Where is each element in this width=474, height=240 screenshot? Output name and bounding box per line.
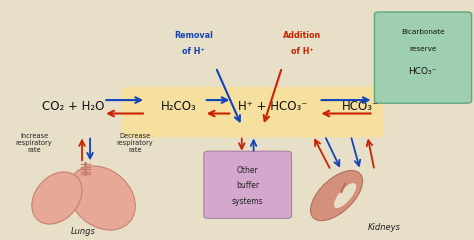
- Text: Lungs: Lungs: [71, 227, 95, 236]
- Text: H⁺ + HCO₃⁻: H⁺ + HCO₃⁻: [238, 100, 307, 113]
- Text: buffer: buffer: [236, 181, 259, 191]
- Ellipse shape: [334, 183, 356, 208]
- Text: reserve: reserve: [409, 46, 437, 52]
- FancyBboxPatch shape: [122, 87, 383, 138]
- Ellipse shape: [310, 171, 363, 221]
- FancyBboxPatch shape: [204, 151, 292, 218]
- Text: HCO₃⁻: HCO₃⁻: [409, 67, 437, 77]
- Text: Addition: Addition: [283, 31, 321, 41]
- Ellipse shape: [32, 172, 82, 224]
- Text: H₂CO₃: H₂CO₃: [161, 100, 197, 113]
- Text: systems: systems: [232, 197, 263, 206]
- Text: HCO₃⁻: HCO₃⁻: [342, 100, 379, 113]
- Text: Decrease
respiratory
rate: Decrease respiratory rate: [117, 133, 154, 153]
- Text: of H⁺: of H⁺: [182, 47, 205, 56]
- Text: Kidneys: Kidneys: [367, 223, 401, 233]
- FancyBboxPatch shape: [374, 12, 472, 103]
- Text: CO₂ + H₂O: CO₂ + H₂O: [42, 100, 105, 113]
- Text: Other: Other: [237, 166, 258, 175]
- Text: Bicarbonate: Bicarbonate: [401, 30, 445, 36]
- Text: Removal: Removal: [174, 31, 213, 41]
- Text: Increase
respiratory
rate: Increase respiratory rate: [16, 133, 53, 153]
- Ellipse shape: [69, 166, 135, 230]
- Text: of H⁺: of H⁺: [291, 47, 314, 56]
